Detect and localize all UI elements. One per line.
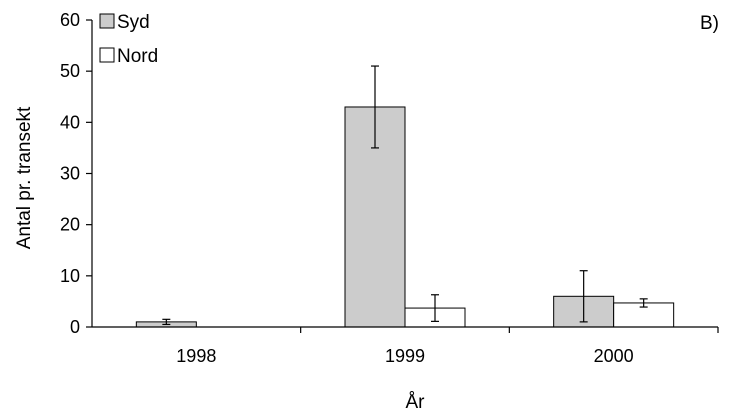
x-axis-label: År (406, 392, 426, 413)
x-tick-label: 1998 (176, 346, 216, 366)
legend: Syd Nord (99, 12, 158, 67)
y-tick-label: 20 (60, 215, 80, 235)
legend-swatch-syd (99, 13, 115, 29)
panel-label: B) (700, 13, 719, 34)
x-tick-label: 2000 (594, 346, 634, 366)
y-tick-label: 40 (60, 112, 80, 132)
y-axis-label: Antal pr. transekt (14, 106, 35, 249)
y-tick-label: 10 (60, 266, 80, 286)
error-bar-syd-2000 (579, 270, 588, 323)
error-bar-nord-2000 (639, 298, 648, 308)
x-tick-label: 1999 (385, 346, 425, 366)
error-bar-syd-1998 (162, 318, 171, 326)
bars (135, 106, 675, 328)
x-axis-ticks: 1998 1999 2000 (176, 327, 719, 366)
legend-swatch-nord (99, 47, 115, 63)
error-bar-syd-1999 (371, 65, 379, 149)
legend-label-syd: Syd (117, 12, 150, 33)
y-tick-label: 60 (60, 10, 80, 30)
error-bar-nord-1999 (431, 294, 439, 322)
y-axis-ticks: 0 10 20 30 40 50 60 (60, 10, 92, 337)
y-tick-label: 50 (60, 61, 80, 81)
y-tick-label: 30 (60, 164, 80, 184)
legend-item-syd: Syd (99, 12, 150, 33)
legend-label-nord: Nord (117, 46, 158, 67)
y-tick-label: 0 (70, 317, 80, 337)
legend-item-nord: Nord (99, 46, 158, 67)
error-bars (162, 65, 648, 326)
